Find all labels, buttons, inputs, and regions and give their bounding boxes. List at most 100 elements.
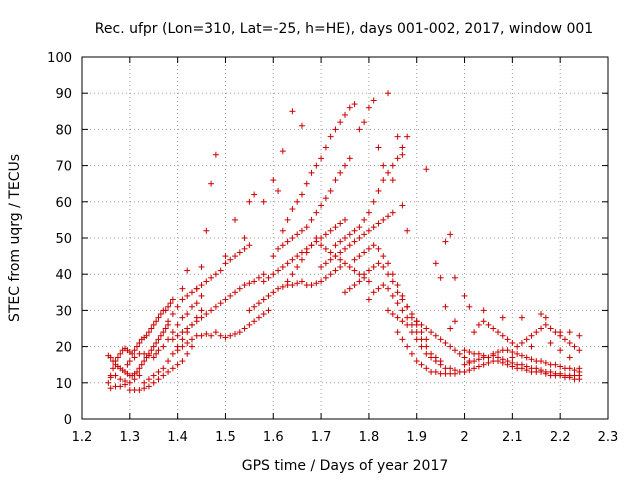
- data-point: [389, 278, 396, 285]
- data-point: [428, 329, 435, 336]
- data-point: [198, 282, 205, 289]
- data-point: [361, 119, 368, 126]
- data-point: [475, 363, 482, 370]
- data-point: [322, 231, 329, 238]
- data-point: [184, 325, 191, 332]
- data-point: [289, 256, 296, 263]
- data-point: [576, 376, 583, 383]
- data-point: [495, 349, 502, 356]
- data-point: [404, 133, 411, 140]
- data-point: [461, 292, 468, 299]
- data-point: [184, 350, 191, 357]
- data-point: [365, 278, 372, 285]
- data-point: [437, 274, 444, 281]
- data-point: [332, 242, 339, 249]
- data-point: [375, 260, 382, 267]
- data-point: [523, 336, 530, 343]
- data-point: [322, 274, 329, 281]
- data-point: [179, 285, 186, 292]
- data-point: [279, 227, 286, 234]
- data-point: [148, 325, 155, 332]
- data-point: [298, 122, 305, 129]
- data-points: [105, 90, 583, 394]
- data-point: [495, 358, 502, 365]
- data-point: [160, 372, 167, 379]
- data-point: [150, 372, 157, 379]
- data-point: [461, 361, 468, 368]
- data-point: [169, 329, 176, 336]
- data-point: [193, 300, 200, 307]
- data-point: [408, 329, 415, 336]
- data-point: [241, 282, 248, 289]
- data-point: [318, 202, 325, 209]
- data-point: [145, 383, 152, 390]
- data-point: [394, 155, 401, 162]
- data-point: [179, 343, 186, 350]
- data-point: [313, 280, 320, 287]
- data-point: [475, 321, 482, 328]
- data-point: [538, 368, 545, 375]
- data-point: [418, 343, 425, 350]
- data-point: [451, 347, 458, 354]
- data-point: [327, 187, 334, 194]
- y-tick-labels: 0 10 20 30 40 50 60 70 80 90 100: [47, 51, 72, 428]
- data-point: [447, 365, 454, 372]
- data-point: [150, 321, 157, 328]
- data-point: [356, 224, 363, 231]
- data-point: [294, 263, 301, 270]
- data-point: [447, 231, 454, 238]
- data-point: [332, 177, 339, 184]
- data-point: [432, 332, 439, 339]
- data-point: [538, 311, 545, 318]
- y-tick-label: 60: [55, 196, 72, 211]
- data-point: [236, 285, 243, 292]
- data-point: [499, 314, 506, 321]
- x-tick-label: 1.9: [406, 430, 427, 445]
- data-point: [131, 376, 138, 383]
- data-point: [423, 166, 430, 173]
- data-point: [165, 318, 172, 325]
- data-point: [528, 356, 535, 363]
- data-point: [289, 282, 296, 289]
- plot-frame: [81, 56, 609, 420]
- data-point: [260, 271, 267, 278]
- data-point: [150, 354, 157, 361]
- data-point: [356, 126, 363, 133]
- data-point: [222, 260, 229, 267]
- data-point: [284, 238, 291, 245]
- data-point: [413, 336, 420, 343]
- data-point: [150, 343, 157, 350]
- data-point: [375, 220, 382, 227]
- data-point: [346, 242, 353, 249]
- data-point: [203, 278, 210, 285]
- data-point: [528, 343, 535, 350]
- data-point: [284, 278, 291, 285]
- data-point: [298, 256, 305, 263]
- data-point: [542, 370, 549, 377]
- data-point: [284, 260, 291, 267]
- data-point: [217, 300, 224, 307]
- data-point: [451, 318, 458, 325]
- data-point: [327, 256, 334, 263]
- data-point: [518, 314, 525, 321]
- data-point: [442, 238, 449, 245]
- data-point: [385, 285, 392, 292]
- data-point: [145, 329, 152, 336]
- data-point: [308, 216, 315, 223]
- data-point: [322, 195, 329, 202]
- x-tick-label: 2: [460, 430, 468, 445]
- data-point: [447, 325, 454, 332]
- x-tick-label: 1.7: [311, 430, 332, 445]
- data-point: [432, 368, 439, 375]
- data-point: [351, 227, 358, 234]
- data-point: [538, 358, 545, 365]
- data-point: [499, 359, 506, 366]
- data-point: [418, 361, 425, 368]
- data-point: [346, 285, 353, 292]
- data-point: [337, 256, 344, 263]
- data-point: [547, 325, 554, 332]
- data-point: [327, 271, 334, 278]
- data-point: [342, 111, 348, 118]
- data-point: [289, 271, 296, 278]
- x-tick-label: 1.6: [263, 430, 284, 445]
